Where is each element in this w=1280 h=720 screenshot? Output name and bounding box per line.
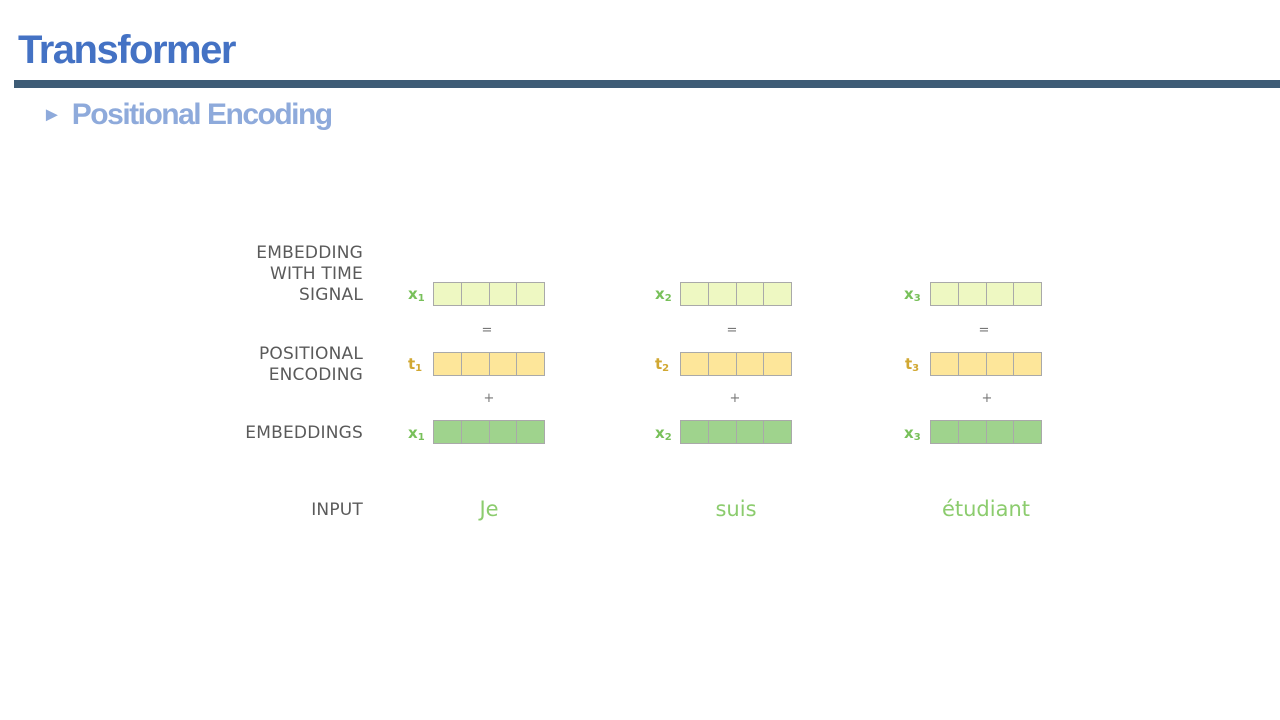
signal-vector	[930, 282, 1042, 306]
plus-sign: +	[729, 391, 741, 406]
section-heading: ► Positional Encoding	[42, 98, 333, 131]
signal-vector	[433, 282, 545, 306]
signal-vector	[680, 282, 792, 306]
input-word: étudiant	[941, 497, 1031, 521]
equals-sign: =	[978, 323, 990, 338]
row-label-embeddings: EMBEDDINGS	[245, 423, 363, 443]
embedding-vector	[680, 420, 792, 444]
input-word: suis	[715, 497, 757, 521]
slide-title: Transformer	[18, 28, 236, 72]
embedding-symbol: x3	[904, 424, 921, 443]
embedding-vector	[930, 420, 1042, 444]
triangle-right-icon: ►	[42, 104, 62, 126]
embedding-symbol: x2	[655, 424, 672, 443]
section-heading-text: Positional Encoding	[71, 98, 333, 131]
signal-symbol: x1	[408, 285, 425, 304]
positional-symbol: t2	[655, 355, 670, 374]
positional-vector	[433, 352, 545, 376]
title-divider	[14, 80, 1280, 88]
input-word: Je	[479, 497, 499, 521]
plus-sign: +	[981, 391, 993, 406]
embedding-symbol: x1	[408, 424, 425, 443]
positional-symbol: t3	[905, 355, 920, 374]
positional-symbol: t1	[408, 355, 423, 374]
signal-symbol: x3	[904, 285, 921, 304]
equals-sign: =	[481, 323, 493, 338]
embedding-vector	[433, 420, 545, 444]
signal-symbol: x2	[655, 285, 672, 304]
row-label-signal: EMBEDDING WITH TIME SIGNAL	[256, 243, 363, 305]
positional-vector	[930, 352, 1042, 376]
row-label-positional: POSITIONAL ENCODING	[258, 344, 363, 385]
equals-sign: =	[726, 323, 738, 338]
plus-sign: +	[483, 391, 495, 406]
positional-vector	[680, 352, 792, 376]
row-label-input: INPUT	[311, 500, 363, 520]
